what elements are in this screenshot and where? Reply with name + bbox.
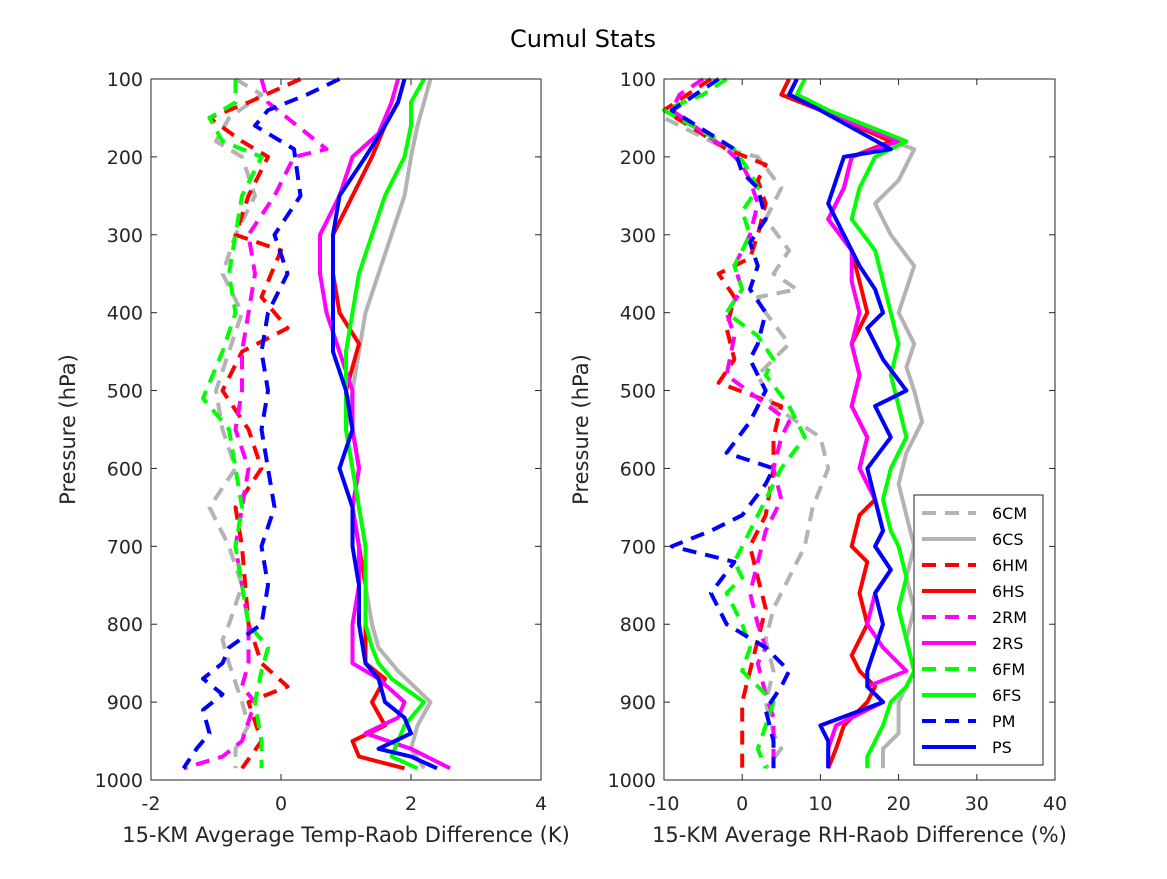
series-line-ps: [331, 78, 438, 771]
series-line-6fm: [201, 79, 270, 769]
series-line-6cm: [662, 77, 831, 770]
x-axis-label: 15-KM Avgerage Temp-Raob Difference (K): [122, 823, 570, 847]
legend-label: 6CS: [992, 530, 1024, 549]
y-tick-label: 700: [107, 536, 143, 558]
series-line-2rs: [318, 78, 451, 771]
legend-label: 6FS: [992, 686, 1021, 705]
y-tick-label: 800: [107, 614, 143, 636]
x-axis-label: 15-KM Average RH-Raob Difference (%): [652, 823, 1067, 847]
series-line-6hm: [207, 77, 302, 770]
y-tick-label: 300: [620, 225, 656, 247]
x-tick-label: 4: [535, 793, 547, 815]
legend-label: PM: [992, 712, 1015, 731]
x-tick-label: 0: [736, 793, 748, 815]
y-tick-label: 100: [107, 69, 143, 91]
series-group: [662, 77, 925, 770]
legend-label: 6HS: [992, 582, 1024, 601]
series-line-2rm: [669, 77, 792, 769]
x-tick-label: 0: [275, 793, 287, 815]
legend: 6CM 6CS 6HM 6HS 2RM 2RS 6FM 6FS PM PS: [913, 494, 1044, 766]
figure-title: Cumul Stats: [510, 25, 656, 53]
series-line-6hm: [662, 77, 784, 769]
legend-label: 2RS: [992, 634, 1023, 653]
y-tick-label: 300: [107, 225, 143, 247]
y-tick-label: 500: [620, 381, 656, 403]
y-tick-label: 200: [620, 147, 656, 169]
series-line-pm: [669, 77, 792, 769]
series-line-6cm: [207, 77, 264, 769]
y-axis-label: Pressure (hPa): [569, 354, 593, 505]
y-axis-label: Pressure (hPa): [56, 354, 80, 505]
series-line-6fs: [794, 78, 917, 769]
y-tick-label: 800: [620, 614, 656, 636]
y-tick-label: 900: [107, 692, 143, 714]
axes-panel-2: -10 0 10 20 30 40 100 200 300 400 500 600 700 800 900 1…: [569, 69, 1067, 847]
series-line-2rm: [182, 78, 329, 771]
axes-box: [150, 78, 542, 781]
x-tick-label: 30: [965, 793, 989, 815]
x-tick-label: 2: [405, 793, 417, 815]
legend-label: PS: [992, 738, 1012, 757]
series-line-6fs: [344, 78, 426, 771]
axes-box: [663, 78, 1056, 781]
y-tick-label: 500: [107, 381, 143, 403]
legend-label: 6HM: [992, 556, 1028, 575]
legend-label: 6FM: [992, 660, 1025, 679]
y-tick-label: 200: [107, 147, 143, 169]
x-tick-label: -2: [142, 793, 161, 815]
series-line-pm: [181, 77, 341, 770]
y-tick-label: 100: [620, 69, 656, 91]
y-tick-label: 700: [620, 536, 656, 558]
x-tick-label: 20: [887, 793, 911, 815]
y-tick-label: 1000: [608, 770, 656, 792]
x-tick-label: 40: [1043, 793, 1067, 815]
series-line-ps: [787, 78, 909, 769]
legend-label: 2RM: [992, 608, 1027, 627]
y-tick-label: 400: [107, 303, 143, 325]
x-tick-label: -10: [648, 793, 679, 815]
legend-box: [913, 494, 1044, 766]
y-tick-label: 400: [620, 303, 656, 325]
y-tick-label: 600: [107, 458, 143, 480]
x-tick-label: 10: [808, 793, 832, 815]
legend-label: 6CM: [992, 504, 1027, 523]
y-tick-label: 900: [620, 692, 656, 714]
axes-panel-1: -2 0 2 4 100 200 300 400 500 600 700 800 900 1000 15-K…: [56, 69, 570, 847]
series-line-2rs: [787, 78, 909, 769]
series-group: [181, 77, 451, 771]
y-tick-label: 1000: [95, 770, 143, 792]
y-tick-label: 600: [620, 458, 656, 480]
